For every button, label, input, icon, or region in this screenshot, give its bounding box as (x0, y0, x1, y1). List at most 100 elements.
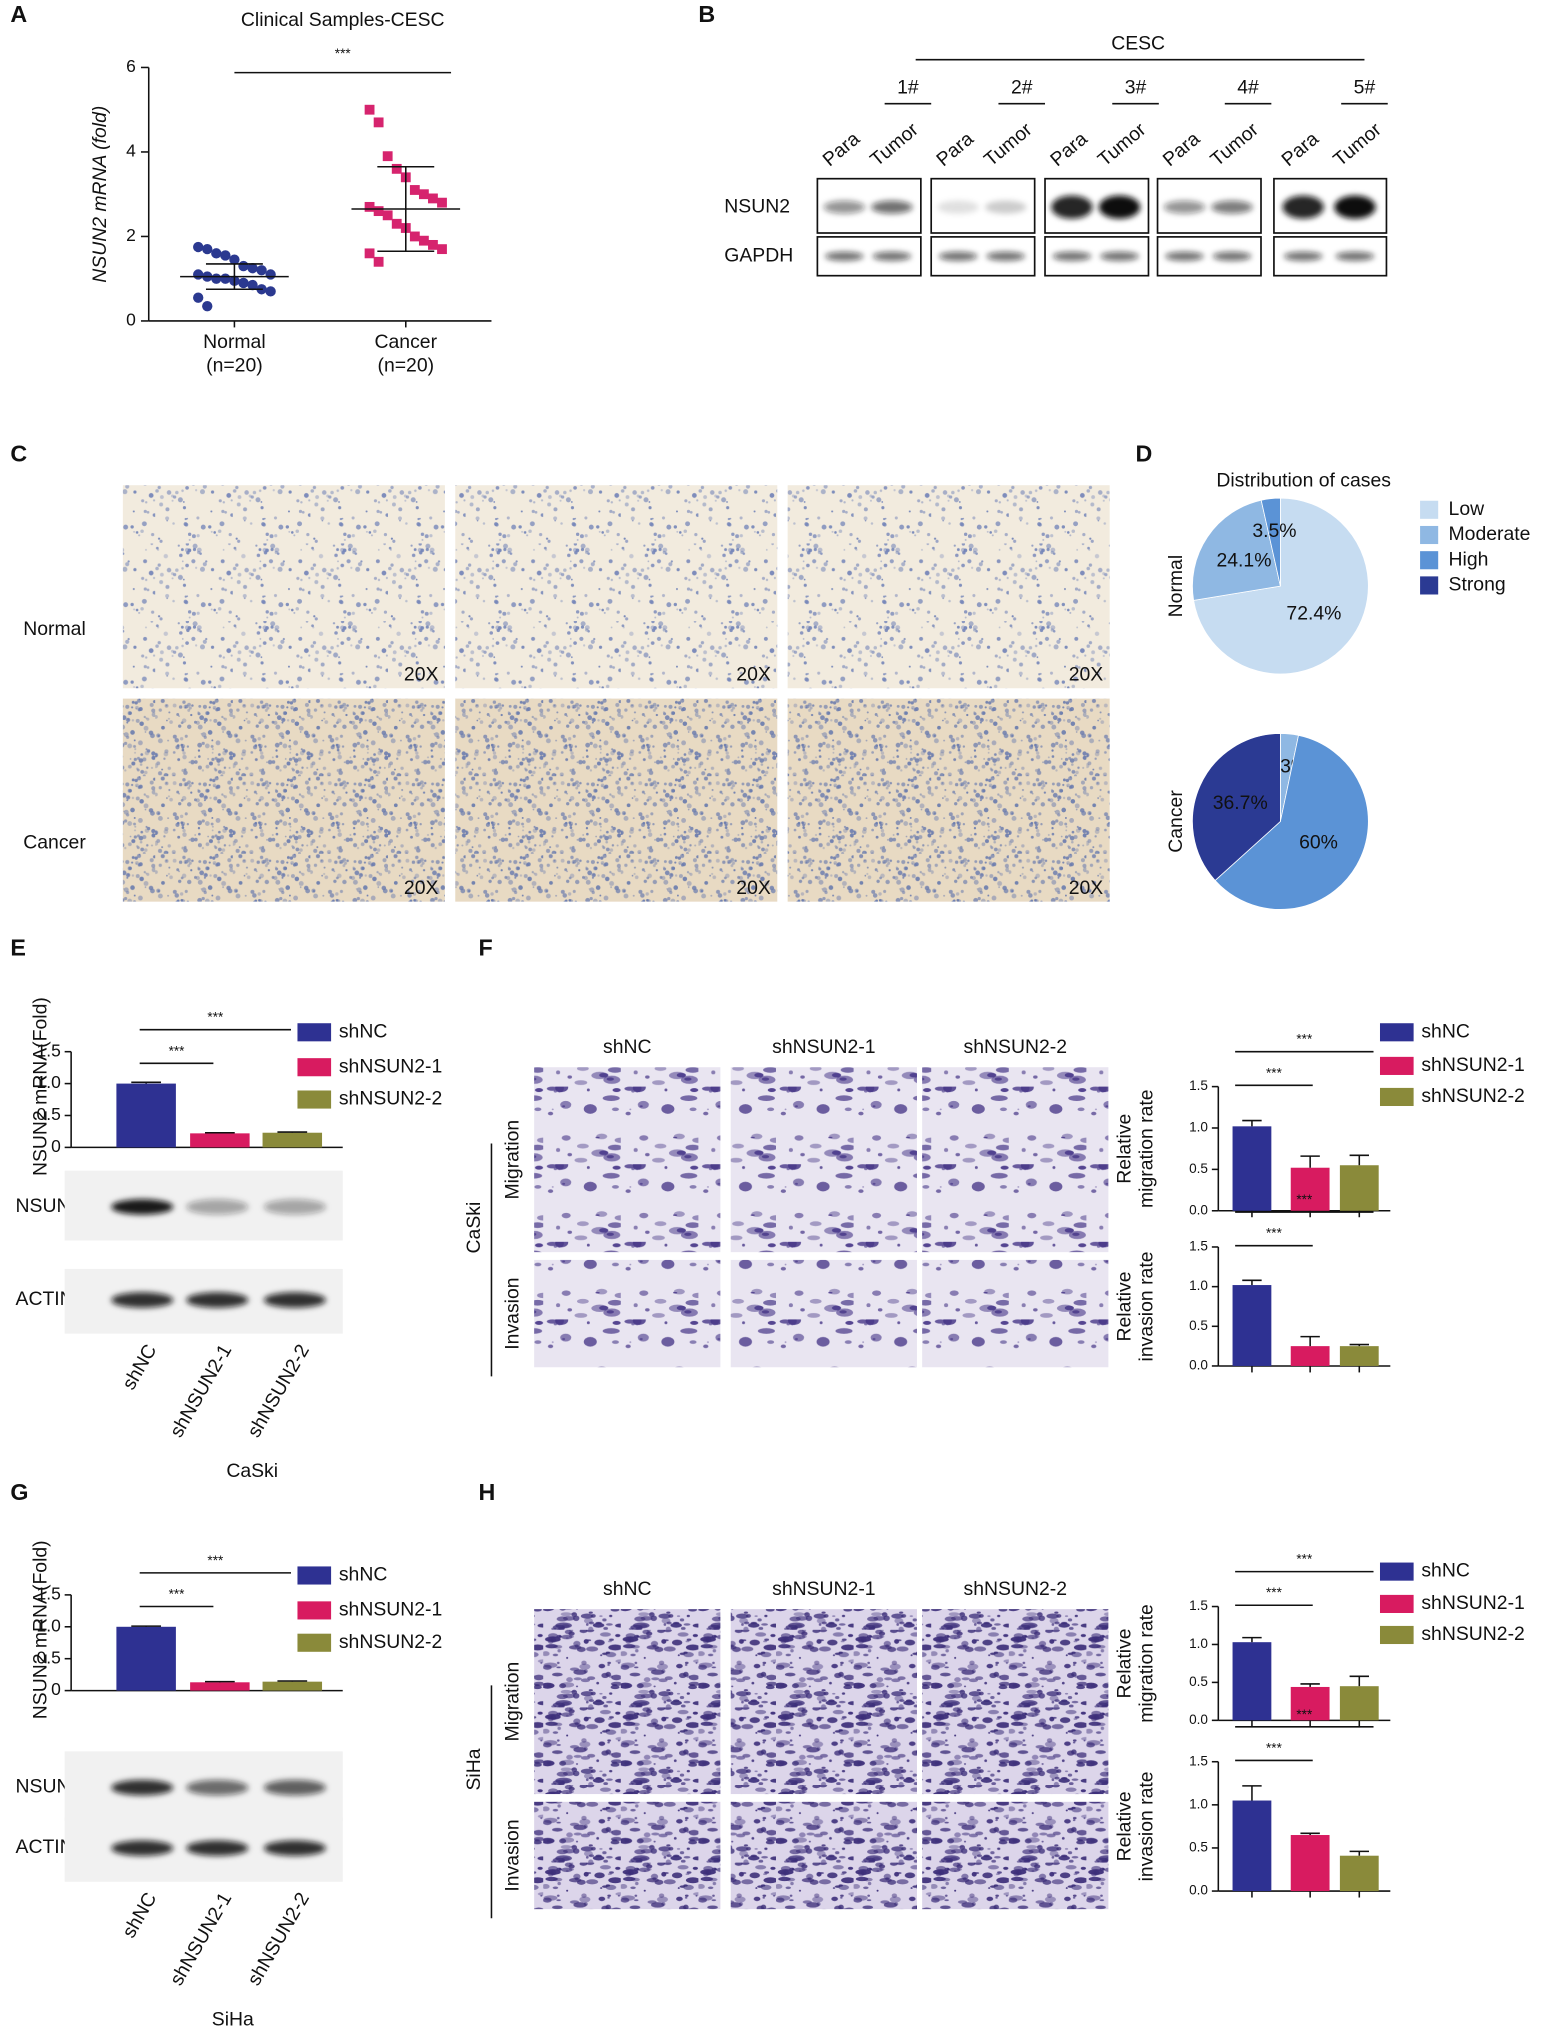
sample-label: 4# (1237, 76, 1259, 98)
legend-swatch (1420, 500, 1439, 519)
panel-label: G (10, 1479, 28, 1505)
bar (1290, 1167, 1330, 1211)
point (418, 235, 429, 246)
legend-label: shNSUN2-1 (1421, 1592, 1524, 1614)
panel-label: E (10, 935, 26, 961)
panel-label: H (479, 1479, 496, 1505)
blot-band (111, 1840, 174, 1856)
transwell-image (730, 1067, 917, 1253)
transwell-image (922, 1801, 1109, 1910)
y-tick-label: 1.0 (1189, 1278, 1208, 1293)
lane-label: Para (932, 128, 978, 171)
y-tick-label: 0 (51, 1679, 61, 1699)
y-tick-label: 0.5 (1189, 1161, 1208, 1176)
micrograph (787, 485, 1110, 689)
legend-swatch (297, 1566, 332, 1585)
point (409, 231, 420, 242)
panel-label: B (698, 1, 715, 27)
blot-band (938, 251, 978, 261)
panel-label: D (1136, 441, 1153, 467)
row-label: GAPDH (724, 244, 793, 266)
legend-swatch (297, 1058, 332, 1077)
bar (1232, 1800, 1272, 1892)
y-axis-label: NSUN2 mRNA(Fold) (30, 1540, 52, 1719)
transwell-image (534, 1067, 721, 1253)
point (364, 104, 375, 115)
y-axis-label: invasion rate (1135, 1251, 1157, 1361)
bar (190, 1682, 250, 1691)
lane-label: shNSUN2-1 (166, 1889, 237, 1990)
blot-band (186, 1779, 249, 1796)
point (437, 244, 447, 255)
blot-band (1282, 195, 1324, 219)
legend-swatch (1379, 1023, 1414, 1042)
transwell-image (730, 1259, 917, 1368)
lane-label: shNSUN2-1 (166, 1341, 237, 1442)
cell-line: SiHa (463, 1748, 485, 1790)
lane-label: shNSUN2-2 (243, 1341, 314, 1442)
point (202, 243, 213, 255)
blot-band (263, 1199, 326, 1215)
y-tick-label: 1.0 (37, 1615, 62, 1635)
panel-label: C (10, 441, 27, 467)
lane-label: Para (1159, 128, 1205, 171)
column-label: shNSUN2-1 (772, 1578, 875, 1600)
lane-label: Para (819, 128, 865, 171)
legend-label: shNSUN2-2 (1421, 1623, 1524, 1645)
column-label: shNC (603, 1578, 652, 1600)
pie-name: Cancer (1165, 790, 1187, 853)
significance: *** (1296, 1707, 1313, 1722)
point (238, 260, 249, 272)
row-label: Migration (502, 1662, 524, 1742)
lane-label: shNSUN2-2 (243, 1889, 314, 1990)
column-label: shNSUN2-2 (964, 1578, 1067, 1600)
y-axis-label: Relative (1113, 1271, 1135, 1341)
legend-swatch (1379, 1087, 1414, 1107)
point (193, 241, 204, 253)
y-tick-label: 1.5 (1189, 1239, 1208, 1254)
point (238, 277, 249, 289)
micrograph (455, 485, 778, 689)
point (428, 193, 438, 204)
pie-slice (1214, 734, 1369, 910)
y-tick-label: 1.0 (1189, 1796, 1208, 1811)
point (247, 262, 258, 274)
micrograph (122, 698, 445, 902)
legend-label: shNC (339, 1020, 388, 1042)
pie-name: Normal (1165, 555, 1187, 618)
y-tick-label: 1.5 (1189, 1078, 1208, 1093)
legend-swatch (1420, 576, 1439, 595)
blot-band (1052, 251, 1092, 261)
significance: *** (207, 1553, 224, 1568)
column-label: shNC (603, 1036, 652, 1058)
legend-label: shNSUN2-2 (339, 1088, 442, 1110)
blot-band (1100, 251, 1139, 261)
legend-label: Moderate (1449, 523, 1531, 545)
transwell-image (922, 1259, 1109, 1368)
value-label: 3.5% (1252, 520, 1296, 542)
point (391, 163, 402, 174)
point (382, 210, 393, 221)
y-axis-label: Relative (1113, 1791, 1135, 1861)
point (247, 279, 258, 291)
blot-band (1163, 200, 1206, 214)
value-label: 72.4% (1286, 603, 1341, 625)
sample-label: 3# (1125, 76, 1147, 98)
legend-label: shNSUN2-2 (339, 1631, 442, 1653)
significance: *** (207, 1010, 224, 1025)
row-label: NSUN2 (724, 195, 790, 217)
y-axis-label: Relative (1113, 1114, 1135, 1184)
y-tick-label: 1.5 (1189, 1753, 1208, 1768)
pie-slice (1260, 497, 1281, 587)
blot-band (263, 1292, 326, 1308)
point (364, 201, 375, 212)
bar (262, 1132, 323, 1148)
y-tick-label: 1.5 (1189, 1598, 1208, 1613)
y-tick-label: 0.0 (1189, 1202, 1208, 1217)
row-label: Migration (502, 1120, 524, 1200)
y-tick-label: 6 (126, 56, 136, 76)
cell-line: CaSki (226, 1460, 278, 1482)
lane-label: Para (1046, 128, 1092, 171)
bar (190, 1133, 250, 1148)
